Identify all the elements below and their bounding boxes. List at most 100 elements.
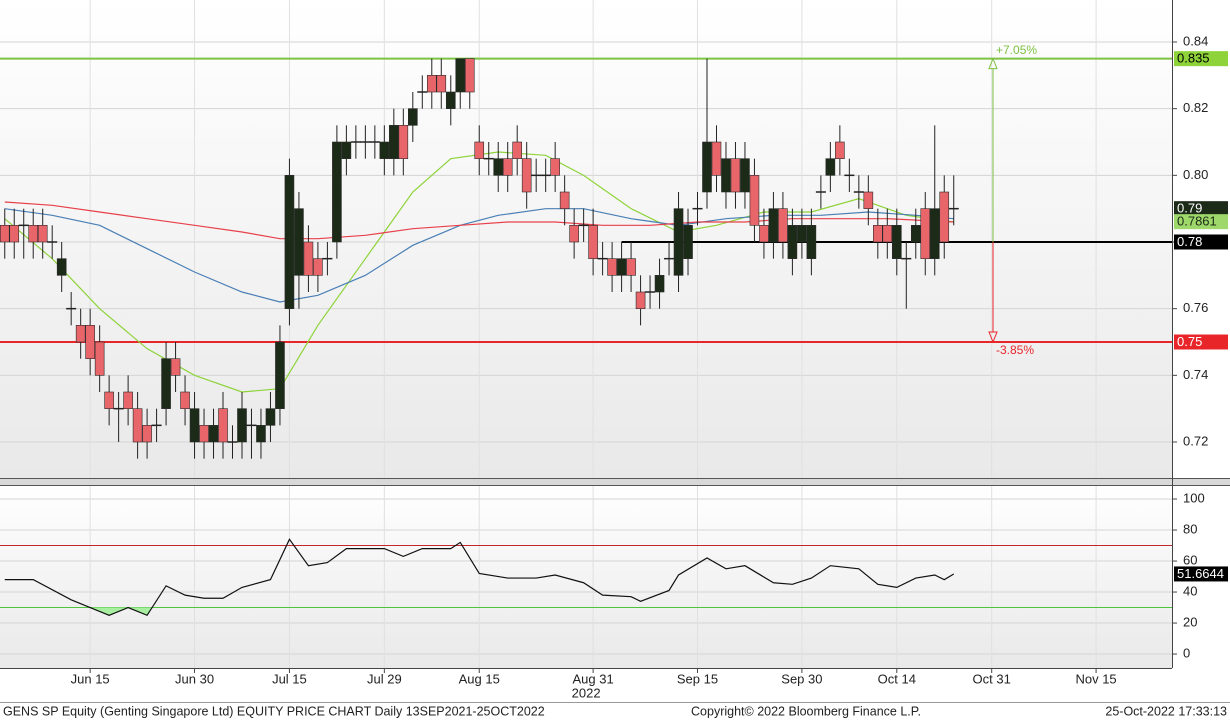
candle-body — [797, 225, 807, 243]
value-tag — [1174, 201, 1228, 217]
candle-body — [778, 208, 788, 243]
value-tag — [1174, 51, 1228, 67]
value-tag-label: 0.78 — [1177, 234, 1202, 249]
candle-body — [607, 258, 617, 276]
candle-body — [588, 225, 598, 259]
candle-body — [275, 341, 285, 409]
y-tick-label: 100 — [1183, 490, 1205, 505]
candle-body — [721, 158, 731, 193]
candle-body — [806, 225, 817, 259]
candle-body — [929, 208, 940, 259]
candle-body — [208, 425, 219, 443]
y-tick-label: 60 — [1183, 552, 1197, 567]
candle-body — [350, 141, 361, 143]
candle-body — [464, 58, 475, 93]
candle-body — [891, 225, 902, 259]
candle-body — [9, 225, 20, 243]
y-tick-label: 0.76 — [1183, 300, 1208, 315]
candle-body — [360, 141, 371, 143]
footer-title: GENS SP Equity (Genting Singapore Ltd) E… — [3, 704, 545, 718]
candle-body — [825, 158, 836, 176]
rsi-panel — [0, 486, 1172, 668]
candle-body — [56, 258, 67, 276]
candle-body — [341, 141, 352, 159]
candle-body — [75, 325, 86, 343]
value-tag — [1174, 334, 1228, 350]
candle-body — [237, 408, 247, 443]
candle-body — [616, 258, 627, 276]
candle-body — [844, 174, 855, 177]
candle-body — [645, 291, 656, 293]
x-tick-label: Sep 15 — [677, 671, 718, 686]
candle-body — [654, 275, 665, 293]
candle-body — [389, 125, 399, 159]
candle-body — [939, 191, 950, 243]
panel-divider — [0, 478, 1230, 486]
value-tag — [1174, 214, 1228, 230]
move-arrowhead — [988, 331, 998, 344]
candle-body — [369, 141, 380, 143]
candle-body — [882, 225, 893, 243]
candle-body — [28, 225, 39, 243]
candle-body — [313, 258, 323, 276]
candle-body — [711, 141, 722, 176]
y-tick-label: 80 — [1183, 521, 1197, 536]
candle-body — [294, 208, 304, 276]
y-tick-label: 0.74 — [1183, 367, 1208, 382]
value-tag-label: 51.6644 — [1177, 566, 1224, 581]
candle-body — [18, 224, 29, 227]
candle-body — [37, 225, 48, 243]
candle-body — [189, 408, 200, 443]
candle-body — [540, 174, 551, 177]
candle-body — [483, 157, 494, 160]
value-tag — [1174, 234, 1228, 250]
candle-body — [161, 358, 171, 409]
candle-body — [664, 257, 675, 260]
move-arrowhead — [988, 57, 998, 70]
y-tick-label: 20 — [1183, 614, 1197, 629]
year-label: 2022 — [572, 685, 601, 700]
y-tick-label: 0.82 — [1183, 100, 1208, 115]
candle-body — [768, 208, 779, 243]
candle-body — [502, 158, 513, 176]
candle-body — [303, 241, 314, 276]
candle-body — [256, 425, 266, 443]
move-label: -3.85% — [996, 343, 1034, 357]
candle-body — [180, 391, 190, 409]
candle-body — [749, 175, 760, 226]
candle-body — [521, 158, 532, 193]
candle-body — [0, 225, 10, 243]
candle-body — [94, 341, 105, 376]
candle-body — [227, 441, 238, 443]
candle-body — [835, 141, 845, 159]
candle-body — [398, 125, 409, 159]
candle-body — [104, 391, 114, 409]
candle-body — [426, 75, 437, 93]
candle-body — [455, 58, 466, 93]
footer-copyright: Copyright© 2022 Bloomberg Finance L.P. — [691, 704, 921, 718]
y-tick-label: 0 — [1183, 645, 1190, 660]
value-tag — [1174, 566, 1228, 582]
candle-body — [199, 425, 209, 443]
value-tag-label: 0.75 — [1177, 334, 1202, 349]
x-tick-label: Jul 15 — [272, 671, 307, 686]
candle-body — [863, 191, 874, 209]
candle-body — [692, 207, 703, 210]
candle-body — [284, 175, 295, 309]
candle-body — [436, 75, 447, 93]
candle-body — [123, 391, 133, 409]
candle-body — [531, 174, 542, 177]
candle-body — [142, 425, 152, 443]
candle-body — [815, 191, 826, 193]
candle-body — [445, 91, 456, 109]
candle-body — [569, 225, 579, 243]
moving-average — [4, 208, 954, 303]
candle-body — [853, 191, 864, 193]
candle-body — [901, 257, 912, 260]
x-tick-label: Oct 14 — [878, 671, 916, 686]
footer-timestamp: 25-Oct-2022 17:33:13 — [1105, 704, 1227, 718]
candle-body — [322, 257, 333, 260]
candle-body — [408, 108, 418, 126]
y-tick-label: 40 — [1183, 583, 1197, 598]
